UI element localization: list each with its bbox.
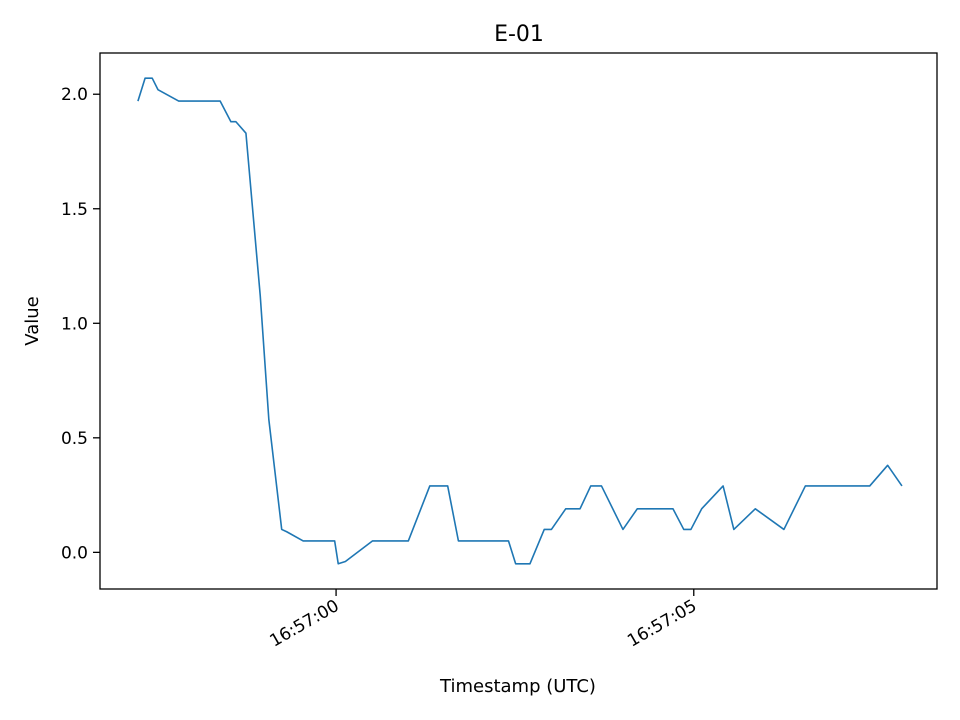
y-tick-label: 1.5 — [61, 200, 88, 220]
y-axis: 0.0 0.5 1.0 1.5 2.0 — [61, 85, 100, 563]
x-axis-label: Timestamp (UTC) — [439, 676, 596, 697]
y-tick-label: 1.0 — [61, 314, 88, 334]
chart-title: E-01 — [494, 22, 544, 47]
series-layer — [137, 77, 903, 565]
y-axis-label: Value — [22, 296, 43, 345]
y-tick-label: 0.0 — [61, 543, 88, 563]
plot-frame — [99, 52, 938, 590]
y-tick-label: 0.5 — [61, 429, 88, 449]
series-line — [137, 77, 903, 565]
y-tick-label: 2.0 — [61, 85, 88, 105]
plot-area — [99, 52, 938, 590]
